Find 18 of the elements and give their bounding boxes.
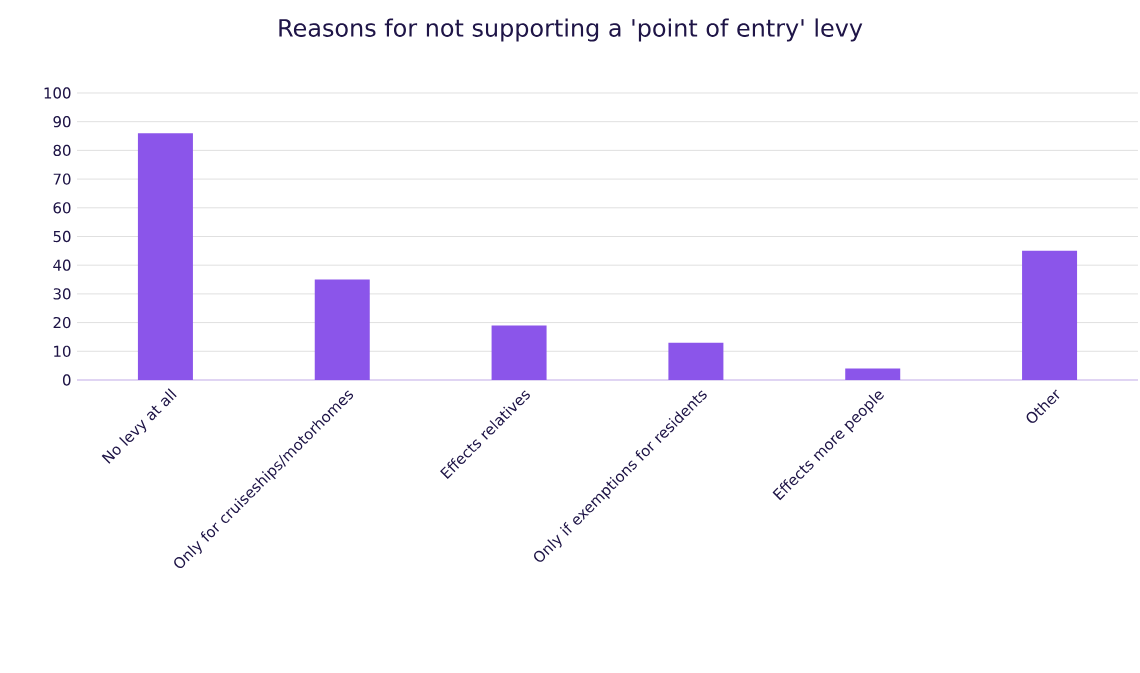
bar — [314, 279, 370, 380]
y-tick-label: 0 — [62, 374, 71, 386]
y-tick-label: 50 — [53, 230, 71, 243]
bar — [668, 342, 724, 380]
bar — [845, 368, 901, 380]
y-tick-label: 10 — [54, 345, 71, 357]
bar — [1022, 250, 1078, 380]
y-tick-label: 70 — [53, 173, 71, 185]
y-tick-label: 100 — [44, 87, 71, 99]
y-tick-label: 20 — [53, 316, 71, 329]
y-tick-label: 40 — [53, 259, 71, 271]
bar — [491, 325, 547, 380]
y-tick-label: 60 — [53, 202, 71, 214]
bar — [137, 133, 193, 380]
y-tick-label: 30 — [53, 288, 71, 300]
y-tick-label: 90 — [53, 116, 71, 128]
chart-title: Reasons for not supporting a 'point of entry' levy — [279, 18, 863, 42]
y-tick-label: 80 — [53, 144, 71, 157]
